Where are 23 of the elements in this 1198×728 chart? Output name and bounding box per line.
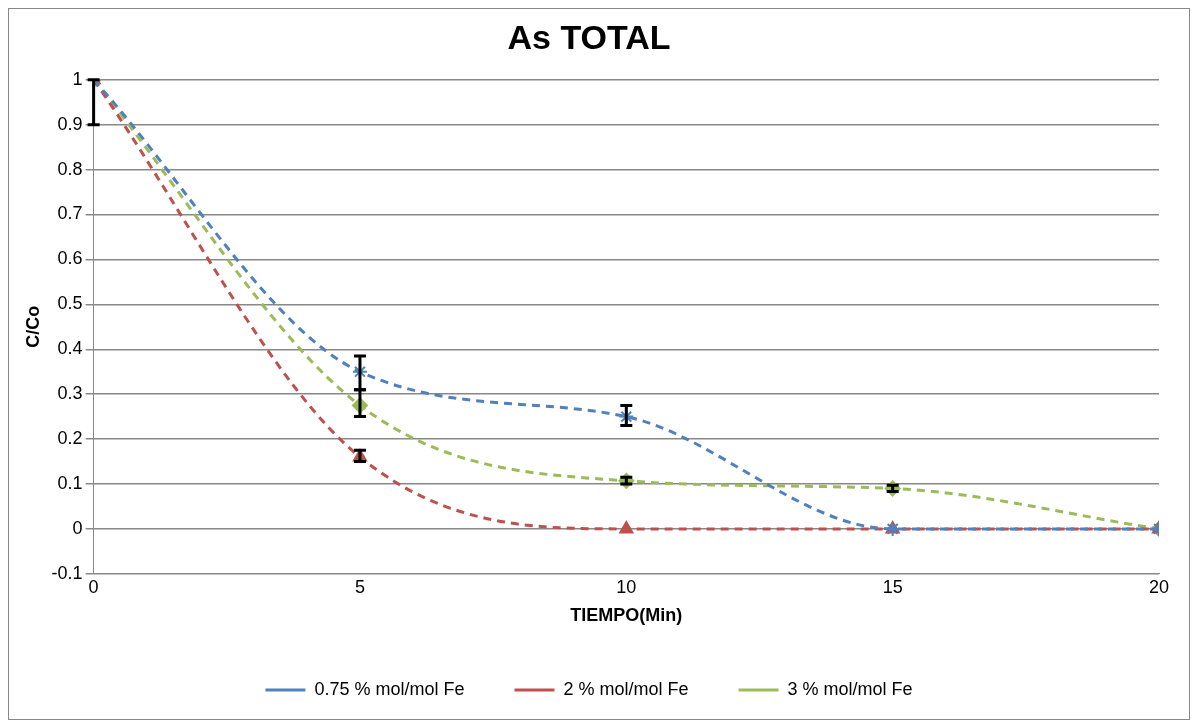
x-tick-label: 10 (616, 576, 637, 597)
y-tick-label: -0.1 (51, 562, 83, 583)
legend-label: 2 % mol/mol Fe (563, 678, 689, 699)
legend-label: 3 % mol/mol Fe (787, 678, 913, 699)
y-tick-label: 0.5 (57, 293, 83, 314)
x-tick-label: 15 (882, 576, 903, 597)
y-tick-label: 1 (72, 68, 83, 89)
chart-title: As TOTAL (507, 17, 671, 56)
y-tick-label: 0 (72, 517, 83, 538)
legend-label: 0.75 % mol/mol Fe (314, 678, 465, 699)
x-tick-label: 20 (1148, 576, 1170, 597)
y-tick-label: 0.8 (57, 158, 83, 179)
x-tick-label: 5 (354, 576, 365, 597)
y-axis-title: C/Co (22, 305, 43, 348)
y-tick-label: 0.7 (57, 203, 83, 224)
x-tick-label: 0 (88, 576, 99, 597)
y-tick-label: 0.4 (57, 338, 83, 359)
y-tick-label: 0.2 (57, 428, 83, 449)
y-tick-label: 0.1 (57, 472, 83, 493)
y-tick-label: 0.9 (57, 113, 83, 134)
y-tick-label: 0.6 (57, 248, 83, 269)
y-tick-label: 0.3 (57, 383, 83, 404)
x-axis-title: TIEMPO(Min) (570, 605, 683, 626)
